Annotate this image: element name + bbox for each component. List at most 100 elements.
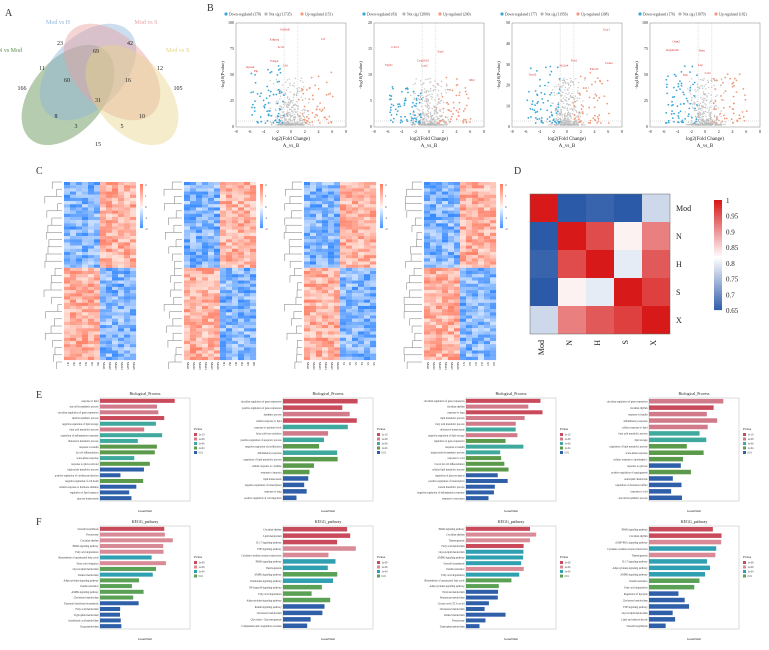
gene-point-up xyxy=(600,122,602,124)
heatmap-cell xyxy=(322,223,329,227)
gene-point-up xyxy=(314,116,316,119)
gene-point-down xyxy=(683,65,686,68)
heatmap-cell xyxy=(214,280,221,284)
heatmap-cell xyxy=(346,296,353,300)
heatmap-cell xyxy=(226,226,233,230)
heatmap-cell xyxy=(76,321,83,326)
heatmap-cell xyxy=(202,328,209,332)
gene-point-ns xyxy=(573,99,575,101)
heatmap-cell xyxy=(250,315,257,319)
heatmap-cell xyxy=(424,197,431,202)
heatmap-cell xyxy=(316,277,323,281)
heatmap-cell xyxy=(328,312,335,316)
heatmap-cell xyxy=(244,321,251,326)
heatmap-cell xyxy=(334,296,341,300)
gene-point-ns xyxy=(702,123,704,126)
heatmap-cell xyxy=(232,194,239,198)
gene-point-down xyxy=(536,118,539,121)
heatmap-cell xyxy=(70,248,77,253)
heatmap-cell xyxy=(100,286,107,291)
heatmap-cell xyxy=(190,353,197,357)
heatmap-cell xyxy=(316,194,323,198)
heatmap-cell xyxy=(106,232,113,237)
gene-point-up xyxy=(721,120,724,123)
heatmap-cell xyxy=(310,274,317,278)
gene-point-ns xyxy=(692,122,694,124)
heatmap-cell xyxy=(436,232,443,237)
heatmap-cell xyxy=(352,344,359,348)
heatmap-cell xyxy=(454,258,461,262)
heatmap-cell xyxy=(340,350,347,354)
gene-point-ns xyxy=(571,124,574,126)
heatmap-cell xyxy=(436,207,443,211)
heatmap-cell xyxy=(232,232,239,237)
heatmap-cell xyxy=(424,201,431,205)
gene-point-down xyxy=(252,91,254,93)
heatmap-cell xyxy=(82,325,89,329)
heatmap-cell xyxy=(250,290,257,294)
heatmap-cell xyxy=(466,309,473,313)
gene-point-down xyxy=(551,121,554,124)
gene-point-ns xyxy=(706,96,708,98)
gene-point-up xyxy=(588,96,591,99)
gene-point-down xyxy=(673,112,675,115)
gene-point-ns xyxy=(446,123,449,125)
heatmap-cell xyxy=(220,223,227,227)
sample-label: H3 xyxy=(234,362,238,366)
heatmap-cell xyxy=(64,325,71,329)
heatmap-cell xyxy=(226,207,233,211)
heatmap-cell xyxy=(202,318,209,322)
gene-point-ns xyxy=(296,111,298,113)
heatmap-cell xyxy=(118,325,125,329)
heatmap-cell xyxy=(346,251,353,256)
heatmap-cell xyxy=(76,328,83,332)
gene-point-ns xyxy=(420,84,422,86)
heatmap-cell xyxy=(454,321,461,326)
heatmap-cell xyxy=(364,216,371,221)
heatmap-cell xyxy=(340,331,347,335)
heatmap-cell xyxy=(460,220,467,224)
heatmap-cell xyxy=(88,315,95,319)
heatmap-cell xyxy=(436,213,443,218)
gene-point-ns xyxy=(556,119,559,122)
gene-point-ns xyxy=(698,107,700,110)
heatmap-cell xyxy=(352,283,359,287)
heatmap-cell xyxy=(196,185,203,189)
heatmap-cell xyxy=(436,191,443,195)
gene-point-up xyxy=(732,112,735,115)
heatmap-cell xyxy=(232,242,239,246)
heatmap-cell xyxy=(346,242,353,246)
heatmap-cell xyxy=(106,194,113,198)
gene-point-up xyxy=(465,120,468,123)
heatmap-cell xyxy=(82,261,89,265)
heatmap-cell xyxy=(220,188,227,192)
gene-point-up xyxy=(450,110,452,113)
gene-point-ns xyxy=(717,107,719,109)
gene-point-down xyxy=(667,119,670,122)
dendrogram-branch xyxy=(410,253,422,261)
gene-point-down xyxy=(536,102,539,105)
sample-label: Mod4 xyxy=(120,362,124,370)
heatmap-cell xyxy=(70,280,77,284)
heatmap-cell xyxy=(346,185,353,189)
legend-tick: 2 xyxy=(145,183,147,187)
gene-point-down xyxy=(671,100,673,103)
heatmap-cell xyxy=(424,255,431,259)
volcano-plot: Down-regulated (176) Not sig (11870) Up-re… xyxy=(634,12,761,149)
heatmap-cell xyxy=(76,286,83,291)
gene-point-ns xyxy=(723,92,725,94)
heatmap-cell xyxy=(118,242,125,246)
gene-point-ns xyxy=(711,77,713,80)
x-tick-label: -4 xyxy=(262,129,265,134)
gene-point-ns xyxy=(563,79,566,82)
gene-point-ns xyxy=(429,123,432,125)
gene-point-ns xyxy=(560,90,562,92)
gene-point-ns xyxy=(707,81,710,83)
gene-point-up xyxy=(457,114,460,117)
heatmap-cell xyxy=(220,312,227,316)
heatmap-cell xyxy=(184,236,191,240)
heatmap-cell xyxy=(100,232,107,237)
heatmap-cell xyxy=(370,318,377,322)
heatmap-cell xyxy=(244,337,251,342)
heatmap-cell xyxy=(232,337,239,342)
